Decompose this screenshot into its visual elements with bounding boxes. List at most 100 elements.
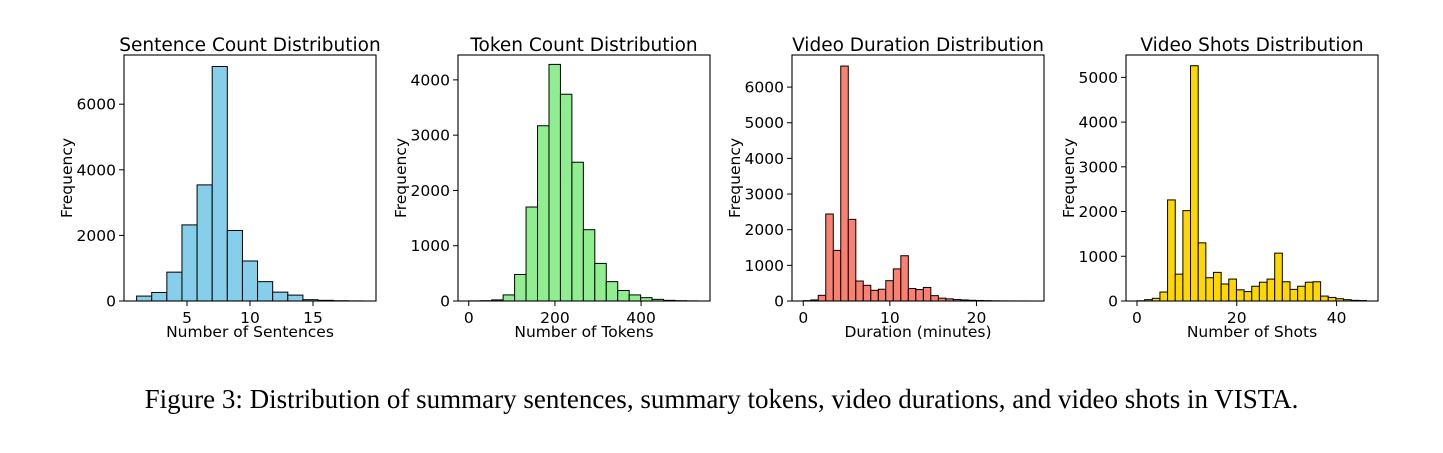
histogram-bar (907, 288, 917, 302)
y-tick-label: 0 (106, 293, 116, 311)
histogram-bar (885, 280, 894, 302)
x-tick-label: 15 (303, 309, 323, 327)
y-tick-label: 0 (1108, 293, 1118, 311)
chart-title: Video Shots Distribution (1140, 35, 1363, 56)
histogram-bar (1297, 285, 1306, 302)
x-tick-label: 20 (1227, 309, 1247, 327)
plot-frame (457, 54, 711, 302)
histogram-panel-row: 0 2000 4000 6000 5 10 15 Sentence Count Distrib… (58, 35, 1379, 341)
histogram-bar (922, 286, 932, 302)
histogram-bar (1312, 281, 1322, 302)
y-tick-label: 6000 (745, 79, 784, 97)
y-axis-label: Frequency (58, 138, 76, 218)
histogram-bar (915, 289, 924, 302)
y-tick-label: 0 (774, 293, 784, 311)
histogram-bar (1167, 199, 1176, 302)
x-tick-label: 200 (540, 309, 570, 327)
histogram-bar (514, 273, 527, 302)
histogram-bar (1190, 65, 1199, 302)
histogram-bar (1205, 277, 1214, 302)
histogram-bar (628, 294, 642, 302)
y-axis-label: Frequency (392, 138, 410, 218)
figure-caption: Figure 3: Distribution of summary senten… (144, 384, 1299, 414)
histogram-bar (136, 295, 153, 302)
y-tick-label: 3000 (1079, 158, 1118, 176)
histogram-bar (537, 125, 550, 302)
plot-frame (791, 54, 1045, 302)
y-tick-label: 3000 (745, 186, 784, 204)
histogram-bar (525, 206, 539, 302)
histogram-bar (870, 289, 879, 302)
x-tick-label: 5 (182, 309, 192, 327)
x-tick-label: 10 (240, 309, 260, 327)
histogram-bar (1182, 210, 1192, 302)
y-tick-label: 1000 (745, 257, 784, 275)
chart-title: Video Duration Distribution (792, 35, 1044, 56)
histogram-bar (1159, 291, 1169, 302)
histogram-bar (605, 281, 619, 302)
histogram-bar (594, 262, 607, 302)
histogram-bar (1235, 289, 1245, 302)
histogram-bar (930, 295, 939, 302)
histogram-chart-1: 0 2000 4000 6000 5 10 15 Sentence Count Distrib… (58, 35, 381, 341)
histogram-bar (196, 184, 213, 302)
y-tick-label: 5000 (1079, 69, 1118, 87)
histogram-bar (900, 255, 909, 302)
y-tick-label: 4000 (745, 150, 784, 168)
y-tick-label: 2000 (77, 227, 116, 245)
histogram-bar (855, 280, 864, 302)
histogram-bar (1251, 285, 1260, 302)
histogram-bar (832, 249, 842, 302)
x-tick-label: 10 (880, 309, 900, 327)
x-tick-label: 0 (464, 309, 474, 327)
chart-title: Sentence Count Distribution (119, 35, 380, 56)
y-tick-label: 4000 (1079, 114, 1118, 132)
histogram-bar (1243, 291, 1253, 302)
histogram-bar (1266, 278, 1276, 302)
histogram-bar (211, 65, 228, 302)
x-axis-label: Number of Sentences (166, 323, 334, 341)
histogram-bar (257, 281, 274, 302)
y-tick-label: 2000 (1079, 203, 1118, 221)
y-axis-label: Frequency (726, 138, 744, 218)
histogram-bar (1304, 281, 1314, 302)
histogram-bar (1289, 288, 1299, 302)
histogram-bar (287, 294, 304, 302)
histogram-bar (226, 229, 243, 302)
histogram-chart-3: 0 1000 2000 3000 4000 5000 6000 0 10 20 Video Dura… (726, 35, 1045, 341)
histogram-bar (617, 290, 630, 302)
y-tick-label: 5000 (745, 114, 784, 132)
histogram-bar (582, 229, 596, 302)
histogram-bar (1258, 281, 1268, 302)
histogram-bar (825, 213, 834, 302)
histogram-bar (166, 271, 183, 302)
x-axis-label: Number of Tokens (514, 323, 653, 341)
y-tick-label: 4000 (77, 161, 116, 179)
x-tick-label: 400 (626, 309, 656, 327)
histogram-chart-2: 0 1000 2000 3000 4000 0 200 400 Token Count Dist… (392, 35, 711, 341)
plot-frame (1125, 54, 1379, 302)
y-tick-label: 1000 (411, 237, 450, 255)
histogram-bar (847, 218, 857, 302)
histogram-bar (1274, 252, 1283, 302)
histogram-bar (181, 224, 198, 302)
histogram-bar (862, 284, 872, 302)
y-tick-label: 1000 (1079, 248, 1118, 266)
y-tick-label: 4000 (411, 71, 450, 89)
x-axis-label: Number of Shots (1187, 323, 1317, 341)
histogram-bar (877, 288, 887, 302)
y-tick-label: 2000 (745, 221, 784, 239)
histogram-bar (1212, 271, 1222, 302)
y-tick-label: 6000 (77, 96, 116, 114)
x-tick-label: 40 (1327, 309, 1347, 327)
y-axis-label: Frequency (1060, 138, 1078, 218)
histogram-bar (151, 291, 168, 302)
x-tick-label: 20 (967, 309, 987, 327)
histogram-bar (272, 291, 289, 302)
histogram-chart-4: 0 1000 2000 3000 4000 5000 0 20 40 Video Shots Di… (1060, 35, 1379, 341)
histogram-bar (1320, 295, 1329, 302)
histogram-bar (817, 294, 827, 302)
histogram-bar (892, 268, 902, 302)
histogram-bar (1174, 273, 1184, 302)
